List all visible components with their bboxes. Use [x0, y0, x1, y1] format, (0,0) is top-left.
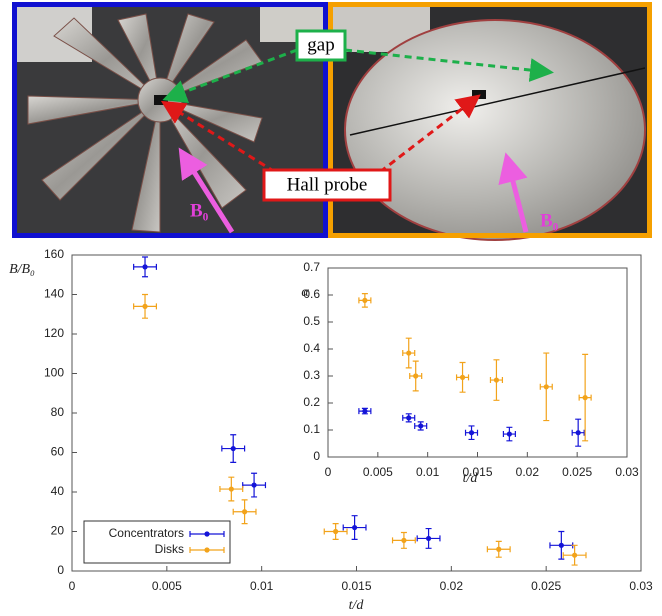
- point: [333, 529, 338, 534]
- x-tick-label: 0.025: [531, 579, 561, 593]
- point: [413, 373, 418, 378]
- legend-label: Concentrators: [109, 526, 184, 540]
- point: [251, 482, 256, 487]
- x-tick-label: 0.03: [629, 579, 653, 593]
- y-tick-label: 0: [57, 563, 64, 577]
- annotation: gap: [307, 34, 334, 55]
- y-tick-label: 140: [44, 287, 64, 301]
- point: [418, 423, 423, 428]
- y-tick-label: 20: [51, 524, 65, 538]
- x-tick-label: 0: [69, 579, 76, 593]
- annotation: B₀: [540, 210, 559, 231]
- x-tick-label: 0.025: [562, 465, 592, 479]
- x-tick-label: 0.005: [363, 465, 393, 479]
- point: [507, 431, 512, 436]
- point: [362, 298, 367, 303]
- y-axis-label: α: [301, 285, 309, 300]
- point: [460, 375, 465, 380]
- point: [362, 409, 367, 414]
- x-tick-label: 0.02: [440, 579, 464, 593]
- point: [559, 543, 564, 548]
- figure: gap Hall probe B₀ B₀ 0 20 40 60 80 100 120 140 1…: [0, 0, 662, 616]
- point: [494, 377, 499, 382]
- y-tick-label: 0.2: [303, 395, 320, 409]
- point: [229, 486, 234, 491]
- y-tick-label: 160: [44, 247, 64, 261]
- y-tick-label: 0: [313, 449, 320, 463]
- annotation: Hall probe: [287, 174, 368, 195]
- point: [231, 446, 236, 451]
- legend-swatch: [204, 547, 209, 552]
- x-tick-label: 0.01: [250, 579, 274, 593]
- y-axis-label: B/B₀: [9, 262, 35, 277]
- point: [242, 509, 247, 514]
- y-tick-label: 60: [51, 445, 65, 459]
- point: [576, 430, 581, 435]
- annotation: B₀: [190, 200, 209, 221]
- x-tick-label: 0.015: [341, 579, 371, 593]
- y-tick-label: 0.1: [303, 422, 320, 436]
- x-tick-label: 0.005: [152, 579, 182, 593]
- point: [406, 415, 411, 420]
- y-tick-label: 0.7: [303, 260, 320, 274]
- inset-frame: [328, 268, 627, 457]
- point: [401, 538, 406, 543]
- point: [544, 384, 549, 389]
- x-axis-label: t/d: [463, 471, 479, 486]
- x-axis-label: t/d: [349, 598, 365, 613]
- legend-swatch: [204, 531, 209, 536]
- photo-right: [328, 2, 652, 240]
- y-tick-label: 40: [51, 484, 65, 498]
- y-tick-label: 0.5: [303, 314, 320, 328]
- point: [583, 395, 588, 400]
- x-tick-label: 0.02: [516, 465, 540, 479]
- point: [572, 553, 577, 558]
- point: [426, 536, 431, 541]
- point: [352, 525, 357, 530]
- y-tick-label: 120: [44, 326, 64, 340]
- y-tick-label: 80: [51, 405, 65, 419]
- point: [469, 430, 474, 435]
- point: [142, 264, 147, 269]
- y-tick-label: 100: [44, 366, 64, 380]
- x-tick-label: 0.03: [615, 465, 639, 479]
- point: [142, 304, 147, 309]
- legend-label: Disks: [155, 542, 184, 556]
- x-tick-label: 0: [325, 465, 332, 479]
- x-tick-label: 0.01: [416, 465, 440, 479]
- photo-left: [12, 2, 328, 238]
- point: [496, 547, 501, 552]
- y-tick-label: 0.4: [303, 341, 320, 355]
- point: [406, 350, 411, 355]
- y-tick-label: 0.3: [303, 368, 320, 382]
- plots: 0 20 40 60 80 100 120 140 160 0 0.005 0.01 0.015 0.02…: [9, 247, 653, 613]
